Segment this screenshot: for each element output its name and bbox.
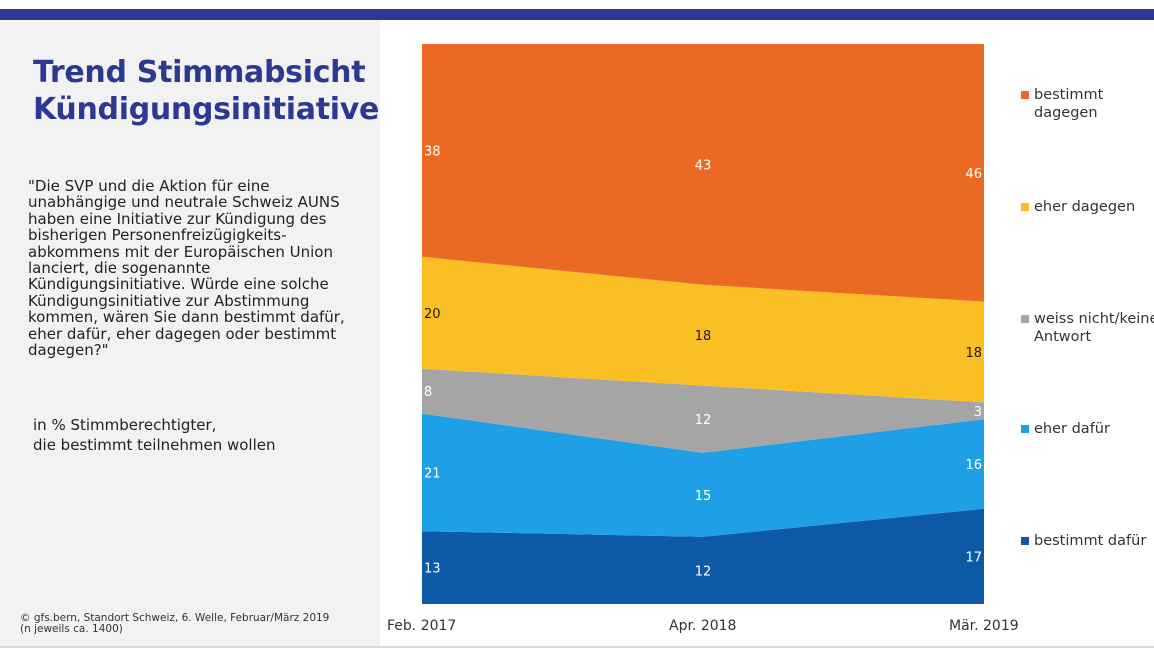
data-label-weiss-nicht-keine-antwort-2: 3 [974, 405, 982, 420]
data-label-bestimmt-daf-r-1: 12 [695, 564, 712, 579]
data-label-eher-dagegen-1: 18 [695, 329, 712, 344]
data-label-eher-daf-r-0: 21 [424, 466, 441, 481]
legend-swatch-eher-dagegen [1021, 203, 1029, 211]
data-label-eher-dagegen-0: 20 [424, 307, 441, 322]
legend-swatch-bestimmt-dagegen [1021, 91, 1029, 99]
data-label-eher-daf-r-1: 15 [695, 489, 712, 504]
data-label-weiss-nicht-keine-antwort-1: 12 [695, 413, 712, 428]
legend-item-bestimmt-daf-r: bestimmt dafür [1021, 532, 1154, 550]
legend-swatch-eher-daf-r [1021, 425, 1029, 433]
x-tick-label-1: Apr. 2018 [669, 618, 736, 634]
x-tick-label-2: Mär. 2019 [949, 618, 1019, 634]
data-label-bestimmt-daf-r-0: 13 [424, 562, 441, 577]
data-label-bestimmt-dagegen-0: 38 [424, 144, 441, 159]
legend-item-eher-dagegen: eher dagegen [1021, 198, 1154, 216]
legend-label-eher-daf-r: eher dafür [1021, 420, 1154, 438]
data-label-weiss-nicht-keine-antwort-0: 8 [424, 385, 432, 400]
legend-label-bestimmt-daf-r: bestimmt dafür [1021, 532, 1154, 550]
x-tick-label-0: Feb. 2017 [387, 618, 456, 634]
legend-label-weiss-nicht-keine-antwort: weiss nicht/keine Antwort [1021, 310, 1154, 346]
data-label-bestimmt-dagegen-2: 46 [965, 167, 982, 182]
data-label-bestimmt-dagegen-1: 43 [695, 158, 712, 173]
data-label-bestimmt-daf-r-2: 17 [965, 550, 982, 565]
legend-swatch-weiss-nicht-keine-antwort [1021, 315, 1029, 323]
legend-item-eher-daf-r: eher dafür [1021, 420, 1154, 438]
legend-label-bestimmt-dagegen: bestimmt dagegen [1021, 86, 1154, 122]
data-label-eher-daf-r-2: 16 [965, 458, 982, 473]
legend-swatch-bestimmt-daf-r [1021, 537, 1029, 545]
legend-label-eher-dagegen: eher dagegen [1021, 198, 1154, 216]
legend-item-weiss-nicht-keine-antwort: weiss nicht/keine Antwort [1021, 310, 1154, 346]
legend-item-bestimmt-dagegen: bestimmt dagegen [1021, 86, 1154, 122]
data-label-eher-dagegen-2: 18 [965, 346, 982, 361]
